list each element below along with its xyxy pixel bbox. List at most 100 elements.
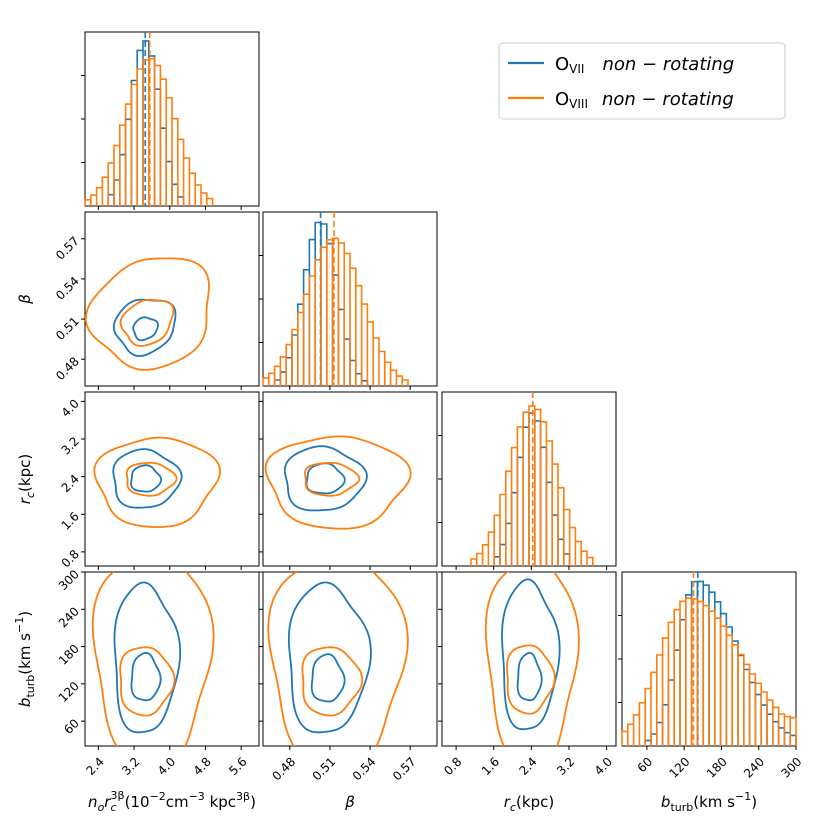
x-axis-label-bturb-label: b (661, 793, 671, 811)
contour-ovii-bturb-beta-level1 (287, 581, 372, 734)
panel-frame-bturb-rc (441, 571, 617, 747)
histogram-ovii-beta (273, 221, 369, 386)
x-tick-label-bturb-1: 120 (667, 755, 693, 781)
contour-oviii-bturb-beta-level1 (267, 572, 409, 746)
contour-oviii-bturb-beta-level0 (301, 646, 364, 717)
x-axis-label-part-label_units2: cm (166, 793, 189, 811)
y-tick-label-rc-4: 4.0 (59, 396, 82, 419)
contour-ovii-beta-n-level0 (132, 316, 159, 342)
y-tick-label-rc-2: 2.4 (59, 472, 82, 495)
y-axis-label-bturb: bturb(km s−1) (13, 611, 37, 707)
contour-ovii-rc-n-level1 (112, 448, 183, 509)
x-tick-label-bturb-0: 60 (635, 755, 656, 776)
contour-ovii-bturb-rc-level1 (501, 578, 561, 731)
x-tick-label-bturb-3: 240 (741, 755, 767, 781)
x-axis-label-part-label_units3: kpc (205, 793, 236, 811)
histogram-ovii-n (107, 40, 185, 206)
contour-ovii-bturb-n-level1 (113, 581, 182, 734)
x-tick-label-n-2: 4.0 (155, 755, 178, 778)
contour-oviii-bturb-rc-level1 (484, 572, 580, 746)
x-tick-label-beta-2: 0.54 (350, 755, 379, 784)
x-tick-label-beta-0: 0.48 (269, 755, 298, 784)
contour-ovii-bturb-beta-level0 (310, 653, 346, 703)
x-tick-label-n-1: 3.2 (119, 755, 142, 778)
legend-label-ovii: OVII non − rotating (555, 54, 734, 76)
y-tick-label-rc-1: 1.6 (59, 509, 82, 532)
legend-label-oviii: OVIII non − rotating (555, 89, 734, 111)
y-tick-label-bturb-2: 180 (56, 642, 82, 668)
contour-ovii-rc-n-level0 (130, 464, 163, 493)
x-axis-label-part-label_mid: r (104, 793, 111, 811)
contour-oviii-rc-n-level0 (125, 462, 178, 497)
x-axis-label-bturb: bturb(km s−1) (661, 790, 757, 814)
x-tick-label-rc-3: 3.2 (554, 755, 577, 778)
histogram-oviii-rc (470, 405, 594, 566)
x-tick-label-n-3: 4.8 (191, 755, 214, 778)
x-axis-label-part-label_sub2: c (110, 801, 116, 814)
x-axis-label-part-label_sub1: o (98, 801, 105, 814)
panels-layer (81, 31, 797, 750)
contour-oviii-rc-n-level1 (93, 436, 221, 529)
panel-frame-rc-n (84, 391, 260, 567)
histogram-oviii-bturb (621, 597, 797, 746)
x-tick-label-n-0: 2.4 (83, 755, 106, 778)
y-axis-label-bturb-bturb_units: (km s (16, 633, 34, 675)
legend: OVII non − rotating OVIII non − rotating (498, 42, 786, 120)
x-axis-label-beta: β (344, 793, 355, 811)
y-axis-label-rc-rc_units: (kpc) (16, 454, 34, 492)
contour-ovii-bturb-rc-level0 (516, 652, 543, 702)
contour-oviii-beta-n-level1 (85, 257, 210, 371)
histogram-oviii-beta (262, 237, 409, 386)
histogram-oviii-n (84, 57, 214, 206)
y-axis-label-beta-beta: β (16, 294, 34, 305)
x-tick-label-beta-3: 0.57 (390, 755, 419, 784)
contour-oviii-bturb-n-level0 (119, 646, 176, 717)
x-axis-label-part-label_exp2: −3 (189, 790, 205, 803)
contour-ovii-beta-n-level1 (112, 298, 177, 357)
y-axis-label-rc: rc(kpc) (16, 454, 37, 504)
x-tick-label-rc-0: 0.8 (441, 755, 464, 778)
x-axis-label-part-label_sup: 3β (111, 789, 125, 802)
x-tick-label-bturb-2: 180 (704, 755, 730, 781)
contour-oviii-rc-beta-level0 (303, 462, 361, 497)
x-axis-label-part-label_exp3: 3β (236, 790, 250, 803)
x-axis-label-part-label_exp1: −2 (150, 790, 166, 803)
y-tick-label-beta-1: 0.51 (53, 314, 82, 343)
x-tick-label-rc-4: 4.0 (592, 755, 615, 778)
x-tick-label-rc-1: 1.6 (479, 755, 502, 778)
contour-ovii-rc-beta-level1 (283, 445, 368, 512)
x-tick-label-n-4: 5.6 (226, 755, 249, 778)
contour-oviii-bturb-n-level1 (91, 572, 215, 746)
y-tick-label-rc-3: 3.2 (59, 434, 82, 457)
x-axis-label-rc-label_sub: c (510, 801, 516, 814)
x-tick-label-rc-2: 2.4 (516, 755, 539, 778)
y-tick-label-bturb-1: 120 (56, 679, 82, 705)
x-axis-label-density: norc3β(10−2cm−3 kpc3β) (88, 789, 256, 814)
y-axis-label-rc-rc: r (16, 497, 34, 504)
y-tick-label-bturb-4: 300 (56, 567, 82, 593)
contour-oviii-beta-n-level0 (119, 298, 175, 347)
contour-ovii-rc-beta-level0 (305, 462, 346, 495)
panel-frame-bturb-beta (262, 571, 438, 747)
y-tick-label-bturb-0: 60 (61, 716, 82, 737)
x-axis-label-bturb-label_close: ) (751, 793, 757, 811)
x-axis-label-rc-label_units: (kpc) (516, 793, 554, 811)
y-axis-label-bturb-bturb: b (16, 698, 34, 708)
y-axis-label-beta: β (16, 294, 34, 305)
x-tick-label-beta-1: 0.51 (310, 755, 339, 784)
histogram-ovii-bturb (644, 580, 797, 746)
y-tick-label-bturb-3: 240 (56, 604, 82, 630)
panel-frame-beta-n (84, 211, 260, 387)
legend-frame (498, 42, 786, 120)
panel-frame-rc-beta (262, 391, 438, 567)
x-axis-label-bturb-label_sub: turb (670, 801, 693, 814)
x-axis-label-bturb-label_exp: −1 (735, 790, 751, 803)
x-axis-label-rc: rc(kpc) (504, 793, 554, 814)
y-axis-label-rc-rc_sub: c (24, 492, 37, 498)
x-axis-label-part-label_units: (10 (125, 793, 150, 811)
y-tick-label-beta-0: 0.48 (53, 354, 82, 383)
contour-oviii-bturb-rc-level0 (506, 644, 556, 715)
x-axis-label-part-label_main: n (88, 793, 98, 811)
x-axis-label-rc-label: r (504, 793, 511, 811)
